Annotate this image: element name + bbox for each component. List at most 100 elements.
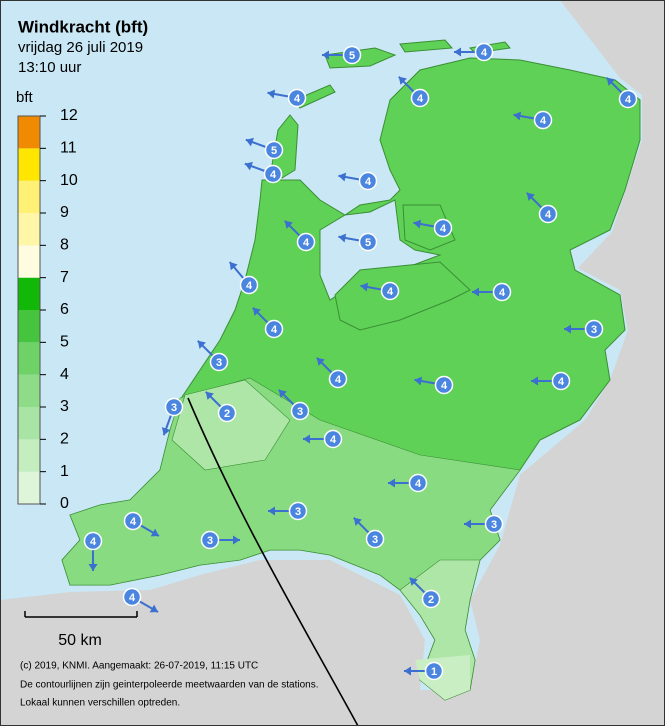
station-value: 4 — [303, 237, 310, 249]
legend-label: 0 — [60, 495, 69, 512]
station: 3 — [353, 517, 385, 549]
legend-swatch — [18, 342, 40, 375]
wind-arrowhead — [338, 233, 347, 243]
wind-arrowhead — [316, 357, 325, 366]
station-marker — [83, 531, 103, 551]
legend-label: 7 — [60, 269, 69, 286]
legend-label: 11 — [60, 140, 77, 157]
station-marker — [551, 371, 571, 391]
station-marker — [533, 110, 553, 130]
wind-arrowhead — [353, 517, 362, 526]
station-marker — [474, 42, 494, 62]
station-value: 5 — [365, 237, 371, 249]
station-value: 4 — [271, 324, 278, 336]
legend-swatch — [18, 245, 40, 278]
time: 13:10 uur — [18, 59, 81, 76]
station-marker — [123, 511, 143, 531]
wind-arrowhead — [413, 219, 422, 229]
ameland — [399, 39, 454, 53]
legend-swatch — [18, 374, 40, 407]
scale-label: 50 km — [58, 632, 102, 649]
footer-line: (c) 2019, KNMI. Aangemaakt: 26-07-2019, … — [20, 661, 258, 672]
legend-label: 10 — [60, 172, 78, 189]
station-marker — [538, 204, 558, 224]
station-marker — [122, 587, 142, 607]
wind-arrowhead — [526, 192, 535, 201]
station: 4 — [267, 88, 307, 108]
station-value: 4 — [440, 223, 447, 235]
wind-arrowhead — [88, 564, 98, 571]
legend-label: 6 — [60, 301, 69, 318]
wind-arrowhead — [409, 577, 418, 586]
legend-swatch — [18, 471, 40, 504]
station: 3 — [268, 501, 308, 521]
legend-swatch — [18, 439, 40, 472]
station-value: 3 — [491, 519, 497, 531]
station: 5 — [322, 45, 362, 65]
station-value: 4 — [387, 286, 394, 298]
station-marker — [323, 429, 343, 449]
wind-arrowhead — [205, 391, 214, 400]
station-marker — [484, 514, 504, 534]
station: 4 — [454, 42, 494, 62]
legend-label: 3 — [60, 398, 69, 415]
wind-arrowhead — [252, 307, 261, 316]
station-marker — [434, 375, 454, 395]
station-marker — [217, 403, 237, 423]
station: 4 — [303, 429, 343, 449]
wind-arrowhead — [360, 282, 369, 292]
land-abroad — [360, 0, 665, 726]
station-marker — [433, 218, 453, 238]
station-value: 3 — [372, 534, 378, 546]
station: 4 — [413, 218, 453, 238]
station-marker — [421, 589, 441, 609]
station-marker — [424, 661, 444, 681]
station-value: 2 — [428, 594, 434, 606]
station: 4 — [398, 76, 430, 108]
station: 3 — [161, 397, 184, 436]
station-value: 3 — [297, 406, 303, 418]
station: 4 — [284, 220, 316, 252]
wind-arrowhead — [414, 376, 423, 386]
station: 2 — [409, 577, 441, 609]
wind-arrowhead — [322, 50, 329, 60]
stations: 5 4 4 4 4 4 5 4 4 4 4 4 5 4 4 4 4 3 3 4 4 4 3 2 3 4 4 3 4 3 3 3 4 4 2 1 — [83, 42, 638, 681]
station-marker — [492, 282, 512, 302]
station-value: 4 — [330, 434, 337, 446]
legend-unit: bft — [16, 89, 34, 106]
wind-arrowhead — [150, 528, 159, 537]
header: Windkracht (bft) vrijdag 26 juli 2019 13… — [18, 17, 148, 75]
wind-arrowhead — [513, 111, 522, 121]
station-marker — [358, 232, 378, 252]
station-marker — [200, 530, 220, 550]
station: 4 — [414, 375, 454, 395]
station: 4 — [316, 357, 348, 389]
legend-swatch — [18, 277, 40, 310]
station: 4 — [388, 473, 428, 493]
legend-label: 12 — [60, 107, 78, 124]
legend-swatch — [18, 213, 40, 246]
noordoostpolder — [402, 204, 456, 251]
station-value: 4 — [417, 93, 424, 105]
track-line — [187, 397, 359, 726]
wind-arrowhead — [464, 519, 471, 529]
wind-arrowhead — [531, 376, 538, 386]
date: vrijdag 26 juli 2019 — [18, 39, 143, 56]
station-value: 3 — [295, 506, 301, 518]
ijsselmeer — [319, 199, 442, 301]
legend-swatch — [18, 148, 40, 181]
station: 3 — [197, 340, 229, 372]
wind-arrowhead — [267, 89, 276, 99]
station-marker — [584, 319, 604, 339]
station: 4 — [228, 261, 259, 295]
station: 4 — [472, 282, 512, 302]
station: 4 — [531, 371, 571, 391]
wind-arrowhead — [197, 340, 206, 349]
station: 3 — [200, 530, 240, 550]
wind-arrowhead — [161, 427, 171, 436]
station: 3 — [564, 319, 604, 339]
footer-line: De contourlijnen zijn geinterpoleerde me… — [20, 680, 319, 691]
station-marker — [408, 473, 428, 493]
